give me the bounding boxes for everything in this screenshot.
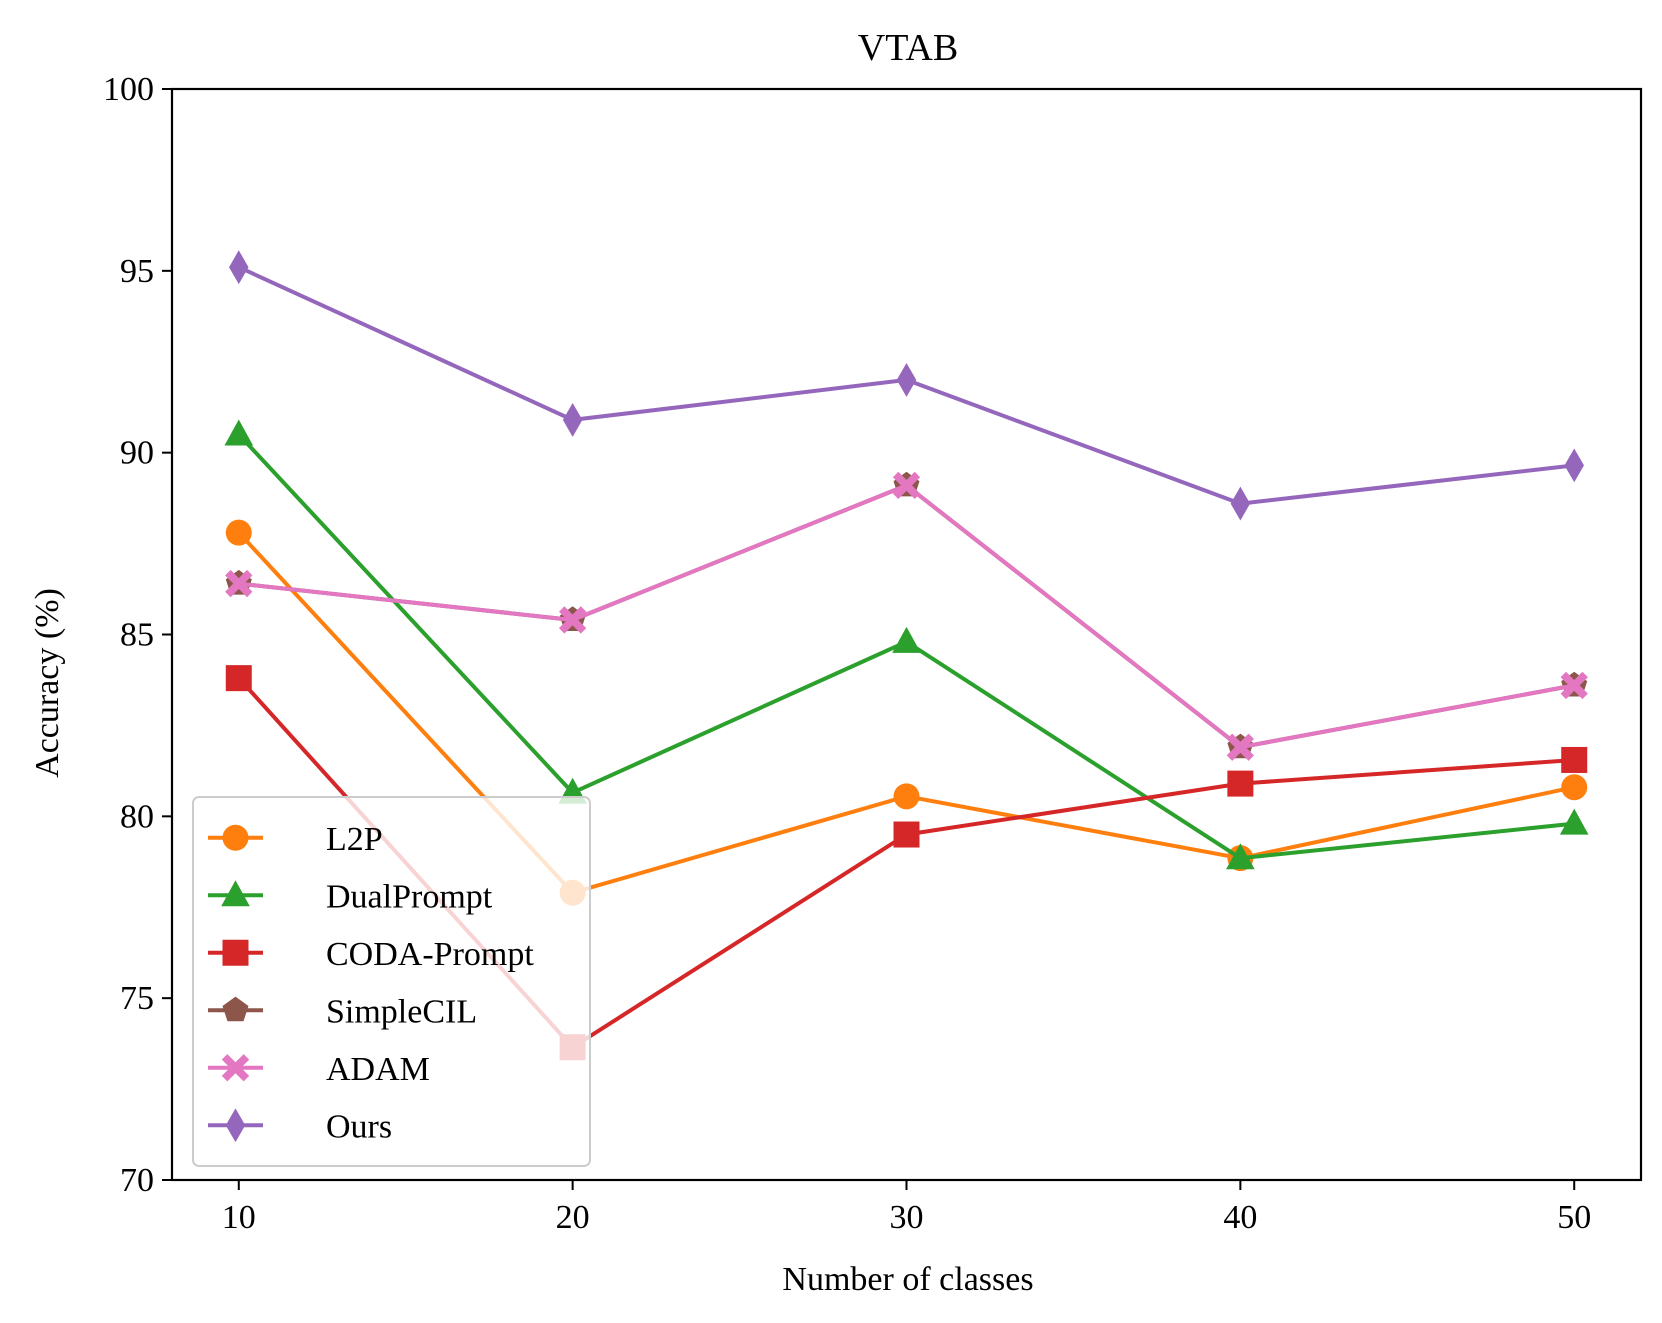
data-point-l2p-10	[225, 519, 252, 546]
series-ours	[229, 250, 1584, 521]
legend-label: Ours	[326, 1108, 392, 1145]
data-point-adam-20	[559, 606, 587, 634]
y-axis-label: Accuracy (%)	[29, 588, 66, 778]
x-tick-label: 30	[890, 1199, 924, 1236]
data-point-ours-30	[896, 363, 917, 397]
data-point-adam-50	[1560, 671, 1588, 700]
data-point-adam-40	[1226, 733, 1254, 761]
x-axis-label: Number of classes	[782, 1261, 1033, 1298]
legend: L2P DualPrompt CODA-Prompt SimpleCIL ADAM Our…	[192, 796, 591, 1167]
data-point-adam-30	[892, 471, 921, 499]
y-tick-label: 85	[120, 617, 154, 654]
data-point-ours-40	[1230, 486, 1251, 521]
legend-marker-l2p	[222, 824, 249, 851]
legend-label: CODA-Prompt	[326, 936, 534, 973]
legend-box	[192, 796, 591, 1167]
legend-marker-simplecil	[222, 996, 249, 1022]
legend-label: L2P	[326, 821, 383, 858]
legend-marker-adam	[221, 1054, 250, 1082]
data-point-coda-prompt-10	[225, 665, 252, 692]
series-adam	[225, 471, 1588, 761]
data-point-coda-prompt-40	[1227, 770, 1254, 797]
data-point-ours-20	[562, 403, 583, 437]
data-point-dualprompt-10	[224, 419, 254, 446]
data-point-ours-10	[229, 250, 249, 285]
y-tick-label: 95	[120, 253, 154, 290]
legend-label: SimpleCIL	[326, 993, 477, 1030]
y-tick-label: 70	[120, 1162, 154, 1199]
x-tick-label: 50	[1557, 1199, 1591, 1236]
axes: 10 20 30 40 50 70 75 80 85 90 95 100	[103, 71, 1643, 1236]
data-point-adam-10	[225, 569, 253, 598]
data-point-dualprompt-50	[1559, 808, 1589, 835]
data-point-dualprompt-30	[892, 626, 921, 653]
x-tick-label: 40	[1223, 1199, 1257, 1236]
data-point-ours-50	[1564, 448, 1584, 483]
data-point-coda-prompt-30	[893, 821, 920, 848]
legend-label: DualPrompt	[326, 878, 493, 915]
data-point-dualprompt-40	[1226, 843, 1255, 870]
data-point-coda-prompt-50	[1561, 746, 1588, 773]
y-tick-label: 80	[120, 798, 154, 835]
x-tick-label: 20	[556, 1199, 590, 1236]
legend-item-adam: ADAM	[208, 1051, 430, 1088]
legend-item-dualprompt: DualPrompt	[208, 878, 493, 915]
y-tick-label: 75	[120, 980, 154, 1017]
legend-label: ADAM	[326, 1051, 430, 1088]
legend-item-l2p: L2P	[208, 821, 383, 858]
y-tick-label: 100	[103, 71, 154, 108]
data-point-l2p-30	[893, 783, 920, 810]
x-tick-label: 10	[222, 1199, 256, 1236]
legend-item-ours: Ours	[208, 1108, 392, 1145]
legend-item-coda-prompt: CODA-Prompt	[208, 936, 534, 973]
chart-title: VTAB	[858, 27, 958, 69]
legend-marker-dualprompt	[221, 880, 250, 907]
y-tick-label: 90	[120, 435, 154, 472]
data-point-l2p-50	[1561, 774, 1588, 801]
legend-marker-coda-prompt	[222, 939, 249, 966]
legend-marker-ours	[225, 1108, 246, 1143]
legend-item-simplecil: SimpleCIL	[208, 993, 477, 1030]
